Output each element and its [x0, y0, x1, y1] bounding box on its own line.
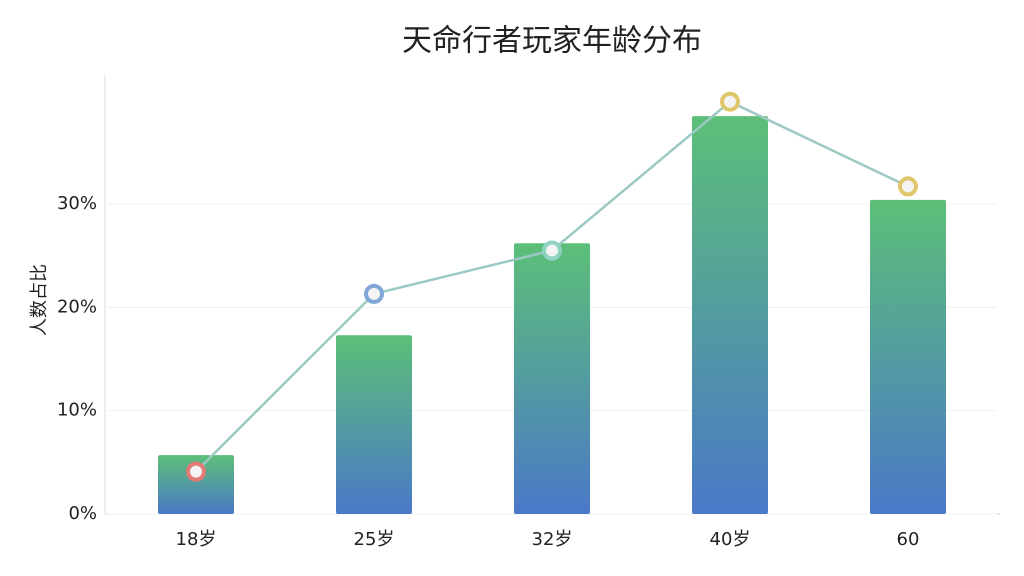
x-tick-label: 32岁	[532, 529, 573, 550]
y-axis-label: 人数占比	[29, 264, 50, 336]
bar	[870, 199, 946, 514]
chart-title: 天命行者玩家年龄分布	[402, 24, 702, 59]
x-tick-label: 60	[897, 529, 920, 550]
y-tick-label: 30%	[57, 193, 97, 214]
bar	[158, 455, 234, 514]
line-marker	[364, 283, 384, 304]
bar	[692, 116, 768, 515]
y-tick-label: 0%	[68, 503, 97, 524]
line-marker	[542, 240, 562, 261]
bar	[336, 335, 412, 514]
x-tick-label: 40岁	[710, 529, 751, 550]
x-tick-label: 18岁	[176, 529, 217, 550]
y-tick-label: 10%	[57, 400, 97, 421]
x-tick-label: 25岁	[354, 529, 395, 550]
bar	[514, 243, 590, 514]
line-marker	[720, 91, 740, 112]
line-marker	[898, 176, 918, 197]
y-tick-label: 20%	[57, 296, 97, 317]
line-marker	[186, 461, 206, 482]
